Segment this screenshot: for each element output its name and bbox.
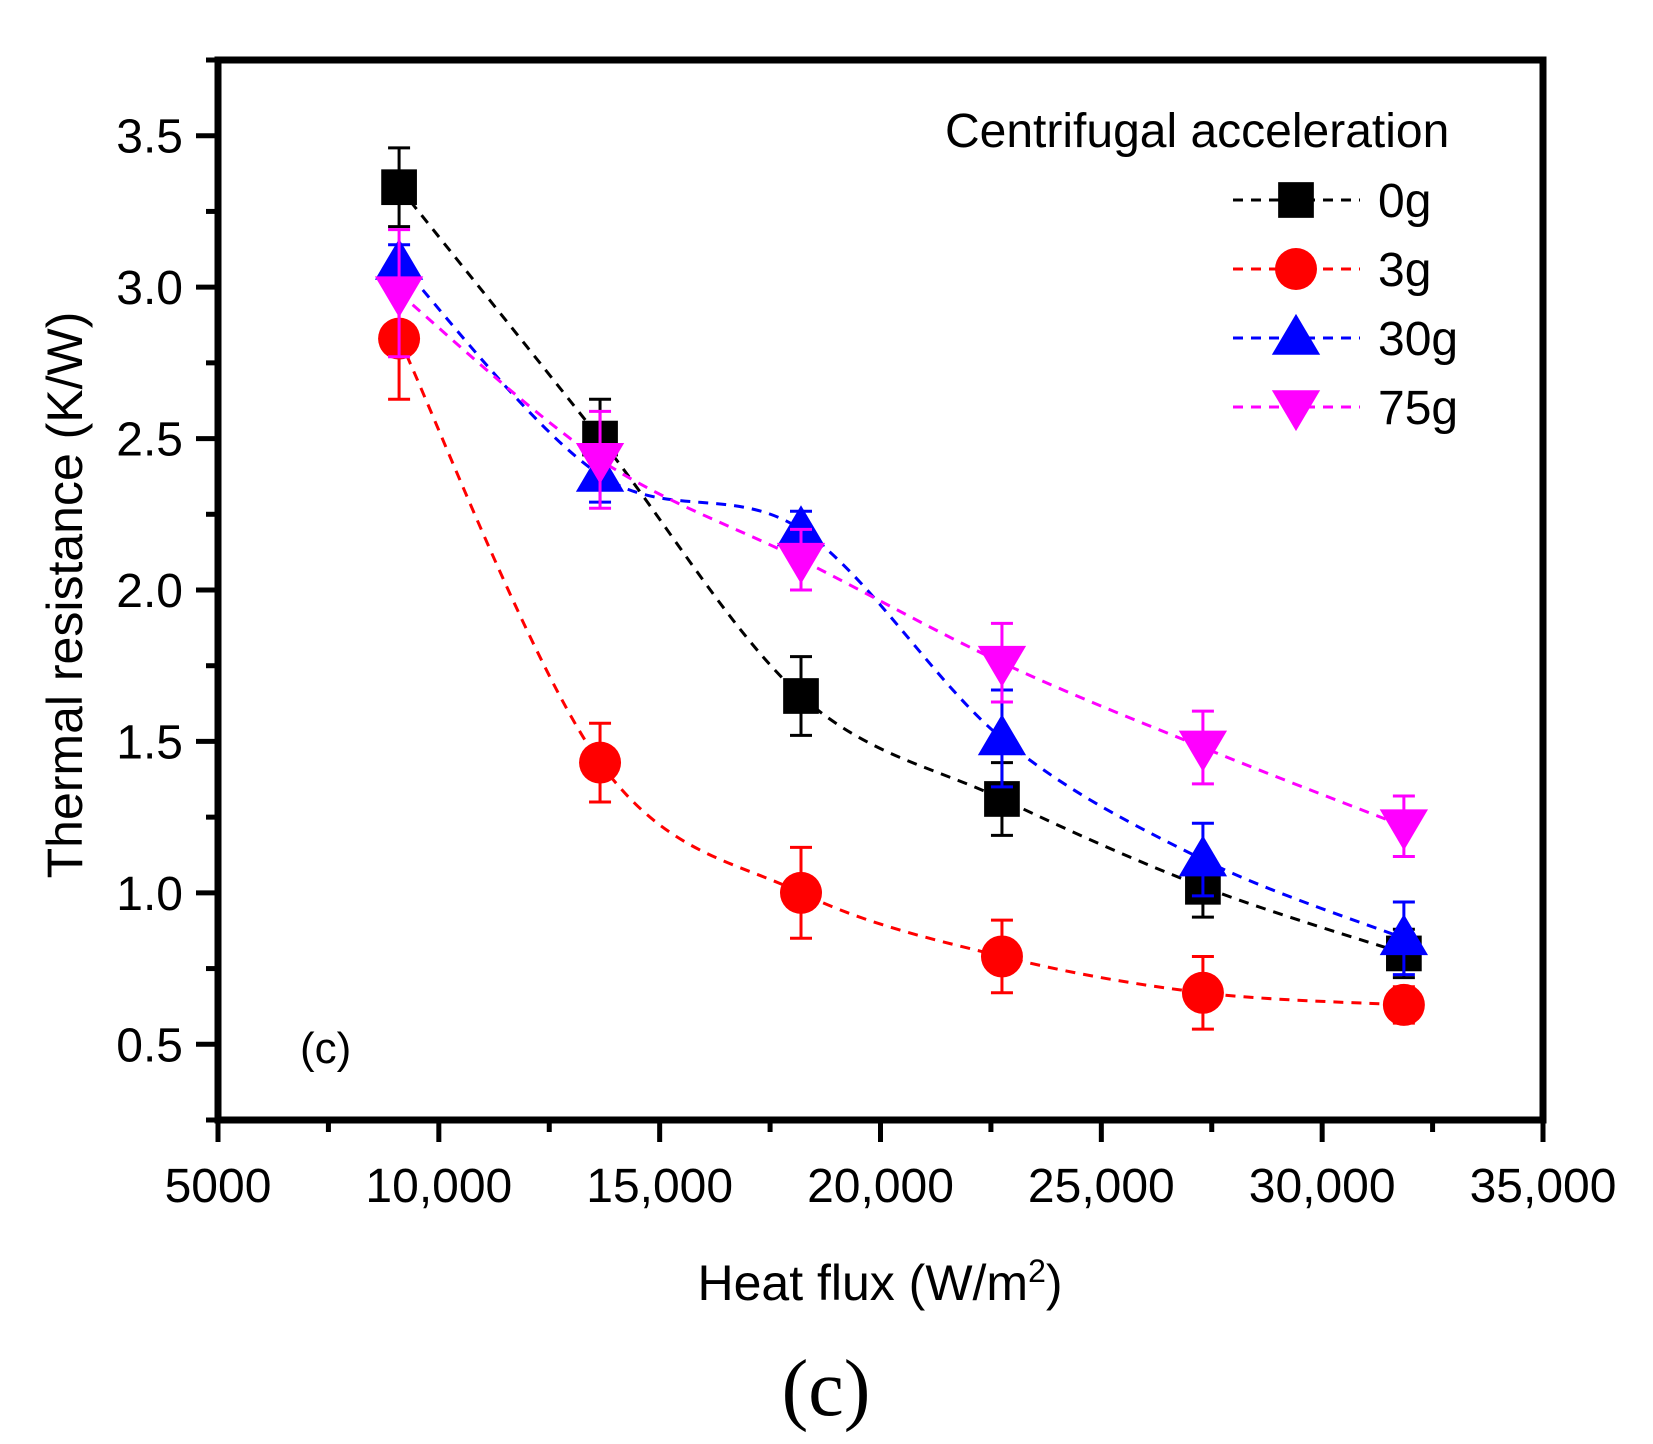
marker-circle <box>579 741 622 784</box>
legend-label: 75g <box>1378 382 1458 435</box>
series-line <box>398 292 1405 828</box>
x-tick-label: 15,000 <box>586 1160 733 1213</box>
series-75g <box>374 228 1429 859</box>
marker-circle <box>1275 248 1317 290</box>
series-3g <box>378 276 1425 1031</box>
marker-triangle-down <box>1271 390 1321 432</box>
marker-circle <box>780 871 822 914</box>
marker-triangle-down <box>575 442 625 484</box>
y-tick-label: 1.5 <box>116 716 183 769</box>
x-axis-title-superscript: 2 <box>1028 1253 1046 1289</box>
series-line <box>397 337 1404 1007</box>
marker-square <box>1278 182 1314 218</box>
y-tick-label: 2.5 <box>116 414 183 467</box>
series-line <box>397 186 1405 955</box>
marker-square <box>783 678 819 714</box>
x-tick-label: 20,000 <box>807 1160 954 1213</box>
legend-label: 30g <box>1378 313 1458 366</box>
marker-triangle-up <box>1379 914 1429 956</box>
x-axis-ticks: 5000 10,000 15,000 20,000 25,000 30,000 35,000 <box>165 1120 1617 1213</box>
marker-triangle-up <box>1271 313 1321 355</box>
series-line <box>397 261 1405 940</box>
panel-label: (c) <box>300 1024 351 1073</box>
marker-circle <box>1181 971 1224 1014</box>
marker-triangle-down <box>776 542 826 584</box>
series-0g <box>381 146 1422 980</box>
series-30g <box>374 238 1429 977</box>
marker-square <box>381 169 417 206</box>
x-tick-label: 25,000 <box>1028 1160 1175 1213</box>
legend-entry-30g: 30g <box>1233 313 1458 366</box>
marker-triangle-down <box>977 645 1027 687</box>
marker-triangle-down <box>374 276 424 318</box>
marker-triangle-down <box>1178 730 1228 772</box>
plot-frame <box>214 56 1547 1124</box>
legend-label: 3g <box>1378 244 1431 297</box>
y-tick-label: 3.0 <box>116 262 183 315</box>
series-layer <box>374 146 1429 1031</box>
y-tick-label: 2.0 <box>116 565 183 618</box>
marker-triangle-up <box>776 505 826 547</box>
x-tick-label: 5000 <box>165 1160 272 1213</box>
legend-entry-75g: 75g <box>1233 382 1458 435</box>
marker-triangle-up <box>977 714 1027 756</box>
x-axis-title-close: ) <box>1046 1255 1063 1311</box>
legend-title: Centrifugal acceleration <box>945 105 1449 158</box>
y-tick-label: 1.0 <box>116 868 183 921</box>
x-axis-title: Heat flux (W/m2) <box>697 1253 1062 1311</box>
marker-circle <box>1382 983 1425 1026</box>
legend: Centrifugal acceleration 0g 3g 30g 75g <box>945 105 1458 435</box>
marker-circle <box>980 935 1023 978</box>
y-axis-title: Thermal resistance (K/W) <box>37 312 93 879</box>
legend-label: 0g <box>1378 175 1431 228</box>
y-tick-label: 0.5 <box>116 1019 183 1072</box>
x-tick-label: 10,000 <box>365 1160 512 1213</box>
legend-entry-0g: 0g <box>1233 175 1431 228</box>
x-tick-label: 35,000 <box>1470 1160 1617 1213</box>
y-axis-ticks: 0.5 1.0 1.5 2.0 2.5 3.0 3.5 <box>116 57 218 1123</box>
x-tick-label: 30,000 <box>1249 1160 1396 1213</box>
marker-triangle-up <box>1178 835 1228 877</box>
figure-caption: (c) <box>782 1345 871 1433</box>
marker-triangle-down <box>1379 809 1429 851</box>
y-tick-label: 3.5 <box>116 111 183 164</box>
x-axis-title-text: Heat flux (W/m <box>697 1255 1028 1311</box>
legend-entry-3g: 3g <box>1233 244 1431 297</box>
